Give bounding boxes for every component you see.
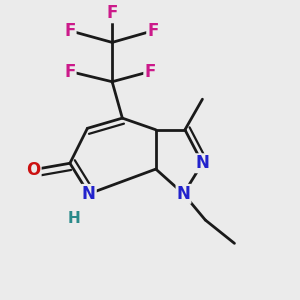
Text: N: N <box>82 185 96 203</box>
Text: N: N <box>177 185 190 203</box>
Text: F: F <box>64 62 76 80</box>
Text: O: O <box>26 161 40 179</box>
Text: F: F <box>64 22 76 40</box>
Text: F: F <box>144 62 156 80</box>
Text: N: N <box>196 154 209 172</box>
Text: F: F <box>106 4 118 22</box>
Text: H: H <box>68 211 81 226</box>
Text: F: F <box>147 22 159 40</box>
